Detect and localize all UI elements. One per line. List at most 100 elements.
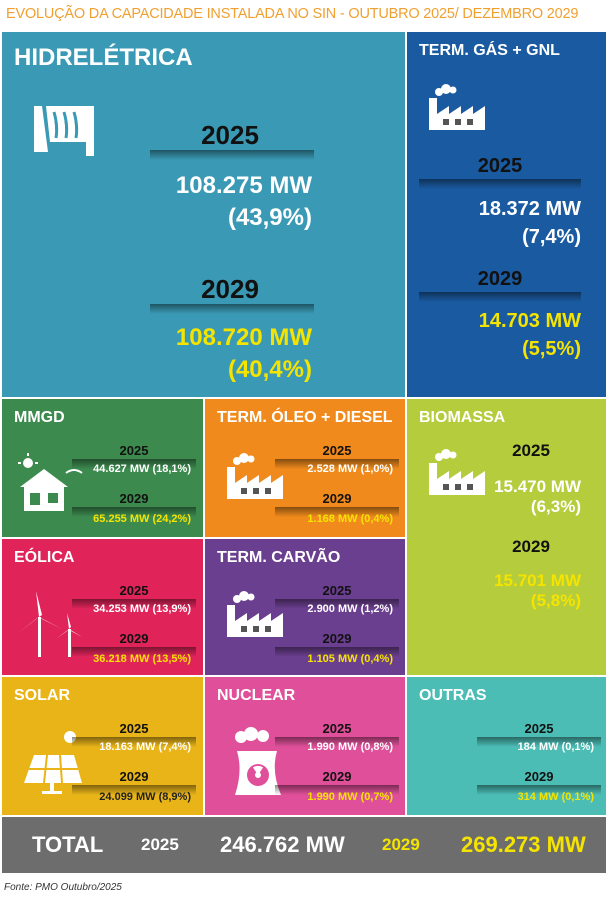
shadow-band [72, 507, 196, 517]
shadow-band [477, 737, 601, 747]
value-line-2025: 2.900 MW (1,2%) [307, 603, 393, 615]
pct-2025: (1,0%) [360, 463, 393, 475]
tile-name: SOLAR [14, 687, 70, 704]
icon [425, 449, 489, 504]
value-line-2025: 18.163 MW (7,4%) [99, 741, 191, 753]
page-title: EVOLUÇÃO DA CAPACIDADE INSTALADA NO SIN … [6, 6, 579, 22]
value-2025: 34.253 MW [93, 603, 150, 615]
value-line-2029: 1.168 MW (0,4%) [307, 513, 393, 525]
icon [16, 727, 86, 802]
value-2025: 15.470 MW [494, 477, 581, 496]
value-2029: 108.720 MW [175, 324, 312, 351]
year-label: 2029 [382, 834, 420, 854]
year-label: 2025 [141, 834, 179, 854]
year-label: 2029 [119, 769, 149, 784]
pct-2029: (40,4%) [227, 356, 312, 383]
year-label: 2025 [322, 443, 352, 458]
pct-2025: (7,4%) [522, 226, 581, 248]
pct-2025: (7,4%) [158, 741, 191, 753]
value-2029: 65.255 MW [93, 513, 150, 525]
tile: TERM. ÓLEO + DIESEL 2025 2.528 MW (1,0%) 20… [205, 399, 405, 537]
pct-2025: (6,3%) [530, 497, 581, 516]
shadow-band [275, 599, 399, 609]
tile: HIDRELÉTRICA 2025 108.275 MW (43,9%) 2029 108… [2, 32, 405, 397]
value-line-2029: 24.099 MW (8,9%) [99, 791, 191, 803]
icon [16, 589, 86, 664]
value-2029: 24.099 MW [99, 791, 156, 803]
shadow-band [150, 150, 314, 160]
tile-name: TERM. CARVÃO [217, 549, 341, 566]
icon [223, 591, 287, 646]
value-line-2029: 65.255 MW (24,2%) [93, 513, 191, 525]
year-label: 2029 [322, 491, 352, 506]
year-label: 2029 [477, 268, 523, 290]
total-2029: 269.273 MW [461, 831, 586, 857]
icon [425, 84, 489, 139]
tile: NUCLEAR 2025 1.990 MW (0,8%) 2029 1.990 MW (… [205, 677, 405, 815]
source-note: Fonte: PMO Outubro/2025 [4, 882, 122, 893]
year-label: 2025 [322, 721, 352, 736]
tile-name: MMGD [14, 409, 65, 426]
value-2025: 2.900 MW [307, 603, 358, 615]
year-label: 2025 [512, 441, 550, 460]
icon [14, 453, 84, 518]
pct-2025: (13,9%) [152, 603, 191, 615]
value-line-2029: 1.105 MW (0,4%) [307, 653, 393, 665]
tile: MMGD 2025 44.627 MW (18,1%) 2029 65.255 MW (… [2, 399, 203, 537]
icon [30, 102, 100, 167]
pct-2029: (0,7%) [360, 791, 393, 803]
value-line-2029: 36.218 MW (13,5%) [93, 653, 191, 665]
year-label: 2025 [477, 155, 523, 177]
year-label: 2029 [201, 274, 259, 304]
value-2025: 1.990 MW [307, 741, 358, 753]
value-line-2025: 2.528 MW (1,0%) [307, 463, 393, 475]
pct-2029: (8,9%) [158, 791, 191, 803]
value-2029: 15.701 MW [494, 571, 581, 590]
year-label: 2025 [322, 583, 352, 598]
shadow-band [477, 785, 601, 795]
pct-2025: (0,8%) [360, 741, 393, 753]
icon [223, 453, 287, 508]
tile-name: OUTRAS [419, 687, 487, 704]
tile-name: HIDRELÉTRICA [14, 44, 193, 71]
tile-name: EÓLICA [14, 549, 75, 566]
shadow-band [419, 292, 581, 302]
pct-2029: (0,4%) [360, 653, 393, 665]
tile-name: TERM. GÁS + GNL [419, 42, 560, 59]
value-2025: 18.163 MW [99, 741, 156, 753]
shadow-band [275, 507, 399, 517]
pct-2029: (13,5%) [152, 653, 191, 665]
shadow-band [72, 599, 196, 609]
shadow-band [72, 785, 196, 795]
pct-2025: (43,9%) [227, 204, 312, 231]
year-label: 2029 [512, 537, 550, 556]
year-label: 2025 [119, 443, 149, 458]
value-2025: 18.372 MW [478, 198, 581, 220]
pct-2029: (0,4%) [360, 513, 393, 525]
year-label: 2029 [119, 631, 149, 646]
tile-name: NUCLEAR [217, 687, 296, 704]
value-2029: 36.218 MW [93, 653, 150, 665]
value-line-2029: 314 MW (0,1%) [518, 791, 594, 803]
shadow-band [72, 737, 196, 747]
value-2025: 2.528 MW [307, 463, 358, 475]
tile: BIOMASSA 2025 15.470 MW (6,3%) 2029 15.701 MW… [407, 399, 606, 675]
total-label: TOTAL [32, 831, 104, 857]
value-line-2025: 34.253 MW (13,9%) [93, 603, 191, 615]
shadow-band [419, 179, 581, 189]
pct-2025: (1,2%) [360, 603, 393, 615]
shadow-band [72, 459, 196, 469]
tile: EÓLICA 2025 34.253 MW (13,9%) 2029 36.218 MW… [2, 539, 203, 675]
pct-2029: (0,1%) [561, 791, 594, 803]
value-line-2025: 1.990 MW (0,8%) [307, 741, 393, 753]
pct-2025: (0,1%) [561, 741, 594, 753]
year-label: 2025 [119, 721, 149, 736]
value-2029: 1.168 MW [307, 513, 358, 525]
value-2029: 314 MW [517, 791, 559, 803]
shadow-band [150, 304, 314, 314]
tile-name: TERM. ÓLEO + DIESEL [217, 409, 393, 426]
year-label: 2025 [524, 721, 554, 736]
value-2025: 108.275 MW [175, 172, 312, 199]
shadow-band [275, 737, 399, 747]
